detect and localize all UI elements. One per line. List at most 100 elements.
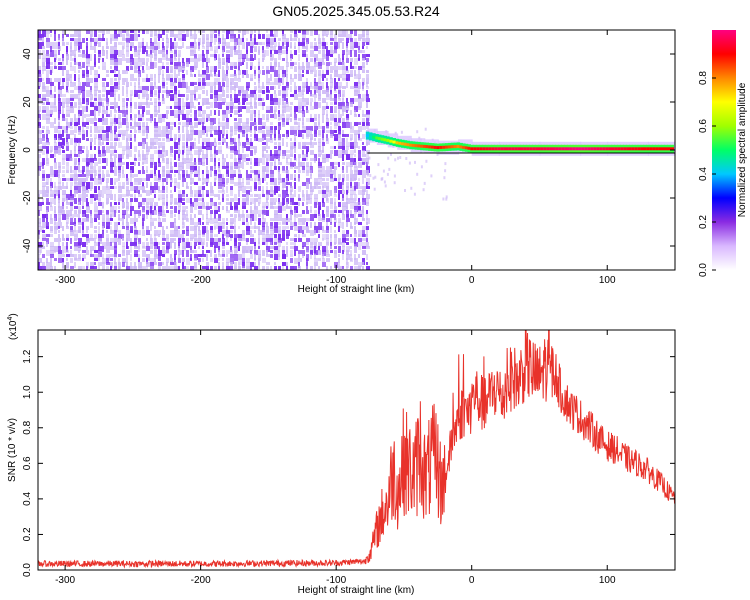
- spectrogram-cell: [250, 218, 252, 225]
- spectrogram-cell: [50, 186, 52, 191]
- spectrogram-cell: [310, 90, 312, 96]
- spectrogram-cell: [58, 246, 61, 250]
- spectrogram-cell: [122, 242, 125, 247]
- spectrogram-cell: [54, 226, 58, 230]
- spectrogram-cell: [274, 130, 276, 136]
- spectrogram-cell: [158, 102, 161, 106]
- spectrogram-cell: [274, 30, 278, 37]
- spectrogram-cell: [38, 130, 42, 134]
- spectrogram-cell: [290, 78, 294, 82]
- spectrogram-cell: [42, 230, 45, 233]
- spectrogram-cell: [126, 78, 128, 82]
- spectrogram-cell: [106, 50, 108, 54]
- spectrogram-cell: [338, 210, 342, 213]
- spectrogram-cell: [182, 66, 185, 71]
- spectrogram-cell: [230, 134, 232, 140]
- spectrogram-cell: [118, 170, 121, 176]
- spectrogram-cell: [138, 78, 140, 85]
- spectrogram-cell: [90, 194, 94, 198]
- spectrogram-cell: [226, 210, 230, 213]
- spectrogram-cell: [146, 198, 150, 205]
- spectrogram-cell: [214, 218, 218, 223]
- spectrogram-cell: [134, 130, 137, 133]
- spectrogram-cell: [326, 226, 329, 233]
- spectrogram-cell: [254, 106, 257, 109]
- spectrogram-cell: [162, 234, 165, 240]
- spectrogram-cell: [218, 242, 220, 246]
- spectrogram-cell: [82, 82, 86, 86]
- spectrogram-cell: [154, 74, 156, 78]
- spectrogram-cell: [82, 106, 86, 112]
- spectrogram-cell: [318, 222, 322, 226]
- spectrogram-cell: [338, 150, 342, 154]
- spectrogram-cell: [186, 98, 188, 101]
- spectrogram-cell: [106, 70, 109, 73]
- spectrogram-cell: [190, 162, 194, 167]
- spectrogram-cell: [230, 98, 233, 105]
- spectrogram-cell: [174, 62, 178, 69]
- spectrogram-cell: [158, 162, 161, 167]
- spectrogram-signal: [365, 128, 675, 156]
- spectrogram-cell: [190, 194, 193, 197]
- spectrogram-cell: [210, 210, 213, 214]
- spectrogram-cell: [182, 210, 185, 215]
- spectrogram-cell: [70, 74, 72, 78]
- spectrogram-cell: [130, 66, 133, 70]
- spectrogram-cell: [338, 238, 341, 244]
- spectrogram-cell: [238, 182, 242, 188]
- spectrogram-cell: [122, 166, 124, 171]
- spectrogram-cell: [270, 114, 274, 118]
- spectrogram-cell: [146, 50, 148, 56]
- spectrogram-cell: [194, 162, 197, 166]
- spectrogram-cell: [98, 134, 102, 140]
- spectrogram-cell: [198, 122, 201, 125]
- spectrogram-cell: [238, 70, 241, 75]
- spectrogram-cell: [66, 250, 69, 253]
- spectrogram-cell: [254, 238, 256, 244]
- spectrogram-cell: [258, 126, 262, 130]
- spectrogram-cell: [270, 250, 273, 253]
- spectrogram-cell: [366, 254, 368, 260]
- spectrogram-cell: [242, 202, 246, 209]
- spectrogram-cell: [66, 78, 69, 85]
- signal-cell: [500, 147, 504, 151]
- signal-cell: [667, 147, 671, 151]
- spectrogram-cell: [82, 126, 84, 132]
- spectrogram-cell: [182, 230, 185, 234]
- spectrogram-cell: [78, 138, 81, 143]
- spectrogram-cell: [226, 122, 229, 129]
- spectrogram-cell: [58, 190, 60, 194]
- spectrogram-cell: [218, 254, 222, 257]
- spectrogram-cell: [66, 266, 69, 270]
- spectrogram-cell: [118, 154, 122, 160]
- spectrogram-cell: [250, 126, 252, 131]
- spectrogram-cell: [294, 154, 296, 160]
- spectrogram-cell: [330, 234, 332, 238]
- spectrogram-cell: [194, 258, 197, 261]
- spectrogram-cell: [138, 86, 142, 92]
- spectrogram-cell: [174, 170, 178, 173]
- spectrogram-cell: [226, 250, 230, 254]
- spectrogram-cell: [214, 210, 218, 214]
- spectrogram-cell: [366, 222, 368, 225]
- spectrogram-cell: [206, 46, 209, 51]
- spectrogram-cell: [366, 173, 369, 177]
- spectrogram-cell: [78, 238, 82, 245]
- spectrogram-cell: [290, 166, 293, 169]
- spectrogram-cell: [78, 66, 82, 69]
- spectrogram-cell: [354, 186, 356, 191]
- spectrogram-cell: [50, 246, 54, 251]
- spectrogram-cell: [106, 42, 108, 49]
- spectrogram-cell: [42, 178, 45, 181]
- spectrogram-cell: [358, 50, 362, 53]
- spectrogram-cell: [126, 142, 129, 149]
- spectrogram-cell: [202, 194, 204, 198]
- spectrogram-cell: [106, 118, 108, 125]
- spectrogram-cell: [354, 82, 358, 88]
- spectrogram-cell: [38, 210, 40, 216]
- spectrogram-cell: [138, 102, 142, 106]
- spectrogram-cell: [442, 197, 445, 201]
- spectrogram-cell: [362, 238, 366, 241]
- spectrogram-cell: [350, 254, 352, 261]
- snr-y-label: SNR (10 * v/v): [7, 418, 18, 482]
